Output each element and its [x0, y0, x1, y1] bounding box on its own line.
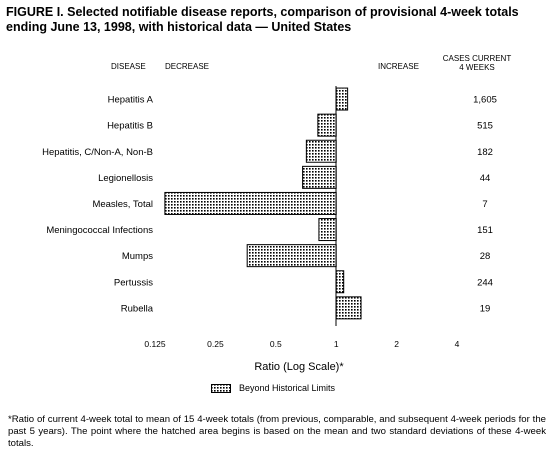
bar-3	[302, 165, 337, 189]
bar-4	[164, 191, 337, 215]
category-label: Measles, Total	[92, 199, 153, 210]
bar-0	[335, 87, 349, 111]
x-tick-label: 0.5	[270, 339, 282, 349]
x-axis-ticks: 0.125 0.25 0.5 1 2 4	[144, 339, 459, 349]
increase-header: INCREASE	[378, 62, 419, 71]
category-label: Hepatitis, C/Non-A, Non-B	[42, 147, 153, 158]
bar-7	[335, 270, 345, 294]
cases-header-line-2: 4 WEEKS	[459, 63, 495, 72]
cases-count: 151	[477, 225, 493, 236]
ratio-bar-chart: Hepatitis A Hepatitis B Hepatitis, C/Non-A…	[42, 86, 497, 373]
category-label: Hepatitis A	[108, 95, 154, 106]
cases-count: 44	[480, 173, 491, 184]
bar-1	[317, 113, 337, 137]
figure-title: FIGURE I. Selected notifiable disease re…	[6, 5, 546, 35]
category-labels: Hepatitis A Hepatitis B Hepatitis, C/Non-A…	[42, 95, 154, 315]
category-label: Legionellosis	[98, 173, 153, 184]
cases-count: 1,605	[473, 95, 497, 106]
cases-column-header: CASES CURRENT 4 WEEKS	[432, 54, 522, 72]
category-label: Pertussis	[114, 277, 153, 288]
footnote: *Ratio of current 4-week total to mean o…	[8, 414, 546, 449]
x-tick-label: 0.125	[144, 339, 166, 349]
cases-count: 7	[482, 199, 487, 210]
legend: Beyond Historical Limits	[211, 383, 335, 393]
category-label: Meningococcal Infections	[46, 225, 153, 236]
category-label: Mumps	[122, 251, 153, 262]
x-axis-label: Ratio (Log Scale)*	[254, 361, 344, 373]
legend-label: Beyond Historical Limits	[239, 383, 336, 393]
x-tick-label: 1	[334, 339, 339, 349]
cases-count: 515	[477, 121, 493, 132]
disease-column-header: DISEASE	[111, 62, 146, 71]
bar-8	[335, 296, 362, 320]
category-label: Hepatitis B	[107, 121, 153, 132]
bar-2	[305, 139, 337, 163]
bar-5	[318, 218, 337, 242]
decrease-header: DECREASE	[165, 62, 210, 71]
bars-group	[164, 87, 362, 320]
figure-title-line-2: ending June 13, 1998, with historical da…	[6, 20, 352, 34]
cases-header-line-1: CASES CURRENT	[442, 54, 512, 63]
cases-count: 28	[480, 251, 491, 262]
x-tick-label: 0.25	[207, 339, 224, 349]
hatched-swatch	[211, 383, 231, 393]
cases-count: 19	[480, 303, 491, 314]
cases-count: 244	[477, 277, 493, 288]
x-tick-label: 2	[394, 339, 399, 349]
x-tick-label: 4	[455, 339, 460, 349]
bar-6	[246, 244, 337, 268]
cases-count: 182	[477, 147, 493, 158]
figure-title-line-1: FIGURE I. Selected notifiable disease re…	[6, 5, 519, 19]
case-counts: 1,605 515 182 44 7 151 28 244 19	[473, 95, 497, 315]
category-label: Rubella	[121, 303, 154, 314]
